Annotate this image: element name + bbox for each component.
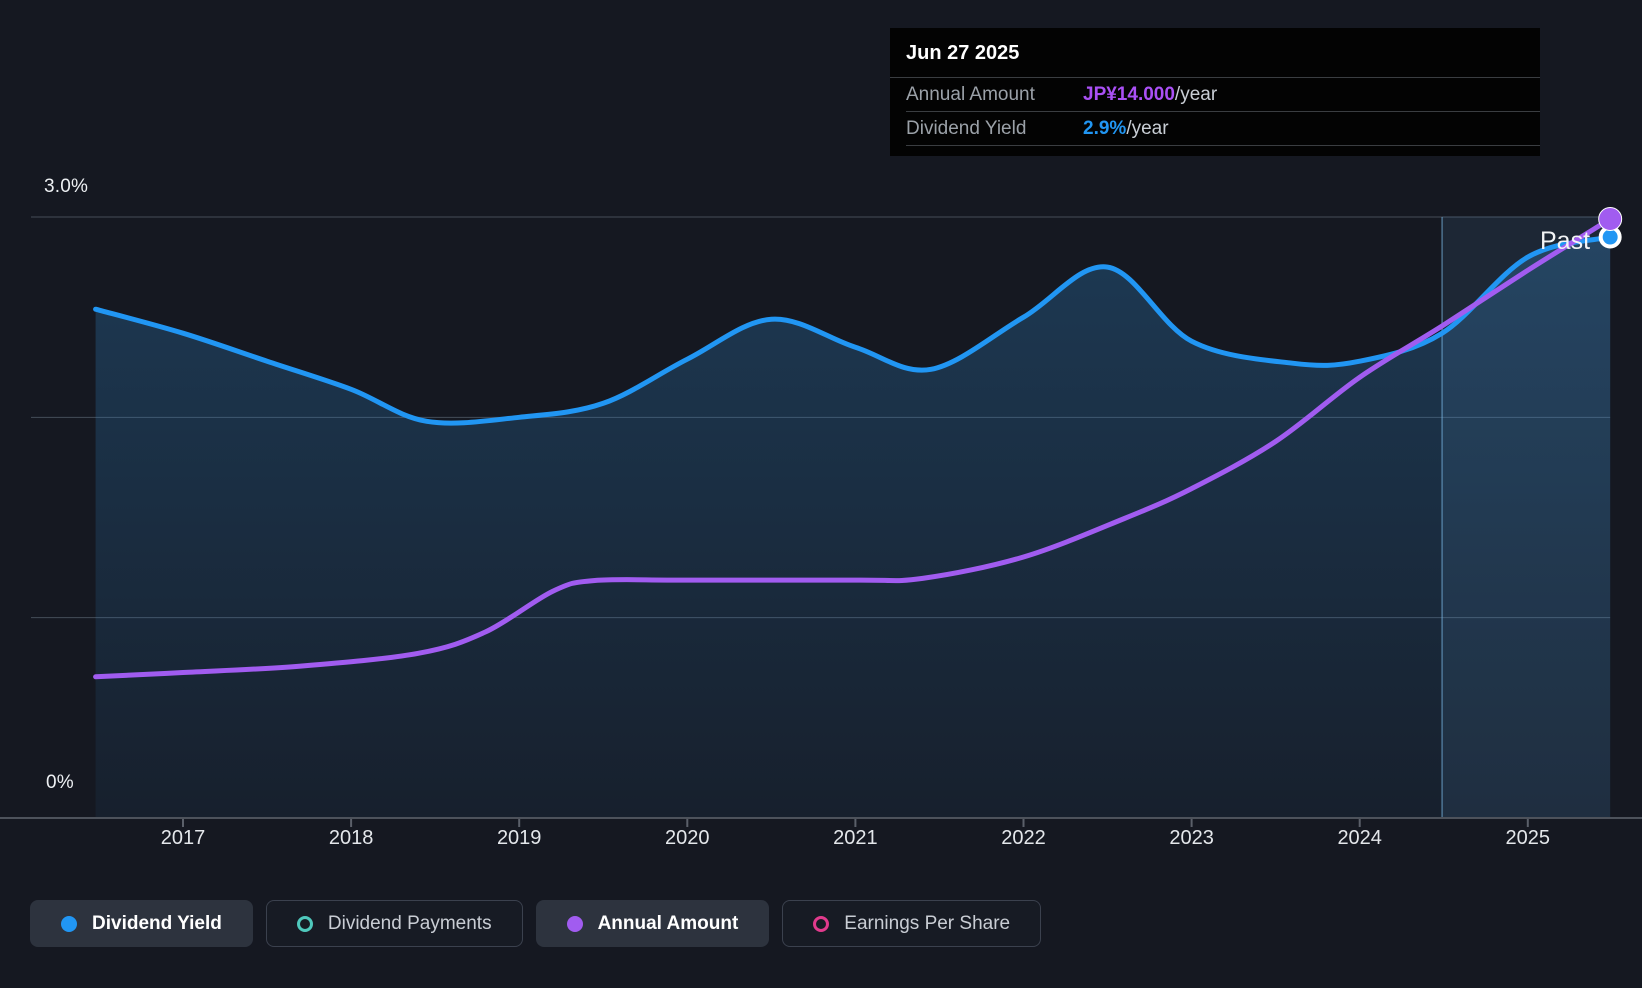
x-axis-label-2025: 2025	[1505, 827, 1551, 849]
x-axis-label-2021: 2021	[833, 827, 878, 849]
chart-legend: Dividend Yield Dividend Payments Annual Am…	[30, 900, 1042, 947]
x-axis-ticks	[182, 819, 1529, 827]
legend-label: Dividend Yield	[92, 912, 222, 934]
x-axis-label-2018: 2018	[328, 827, 374, 849]
legend-item-earnings-per-share[interactable]: Earnings Per Share	[782, 900, 1042, 947]
earnings-per-share-marker-ring-icon	[813, 915, 830, 932]
tooltip-row-label: Annual Amount	[906, 83, 1035, 105]
tooltip-date: Jun 27 2025	[890, 28, 1540, 78]
x-axis-label-2020: 2020	[665, 827, 710, 849]
legend-label: Earnings Per Share	[844, 912, 1011, 934]
tooltip-row-value: 2.9%	[1083, 117, 1127, 139]
tooltip-rows: Annual Amount JP¥14.000/year Dividend Yiel…	[890, 78, 1540, 146]
dividend-yield-marker-dot-icon	[61, 915, 77, 932]
y-axis-label-top: 3.0%	[44, 176, 89, 197]
annual-amount-endpoint-marker	[1598, 207, 1623, 231]
tooltip-row-label: Dividend Yield	[906, 117, 1027, 139]
dividend-payments-marker-ring-icon	[296, 915, 313, 932]
past-year-highlight-band	[1442, 216, 1611, 818]
chart-tooltip: Jun 27 2025 Annual Amount JP¥14.000/year D…	[890, 28, 1540, 156]
legend-item-annual-amount[interactable]: Annual Amount	[535, 900, 770, 947]
tooltip-row-value: JP¥14.000	[1083, 83, 1175, 105]
x-axis-label-2017: 2017	[160, 827, 206, 849]
annual-amount-marker-dot-icon	[566, 915, 583, 932]
tooltip-row-annual-amount: Annual Amount JP¥14.000/year	[906, 78, 1540, 112]
y-axis-label-bottom: 0%	[46, 772, 74, 793]
dividend-yield-area	[95, 237, 1611, 818]
x-axis-label-2019: 2019	[496, 827, 542, 849]
annual-amount-line	[93, 216, 1613, 680]
past-label: Past	[1540, 227, 1591, 255]
tooltip-row-suffix: /year	[1126, 117, 1169, 139]
tooltip-row-dividend-yield: Dividend Yield 2.9%/year	[906, 112, 1540, 146]
dividend-yield-line	[93, 234, 1613, 426]
x-axis-label-2024: 2024	[1337, 827, 1382, 849]
legend-label: Dividend Payments	[327, 912, 492, 934]
legend-label: Annual Amount	[597, 912, 739, 934]
legend-item-dividend-yield[interactable]: Dividend Yield	[30, 900, 253, 947]
tooltip-row-suffix: /year	[1174, 83, 1218, 105]
legend-item-dividend-payments[interactable]: Dividend Payments	[265, 900, 523, 947]
x-axis-label-2022: 2022	[1001, 827, 1046, 849]
x-axis-label-2023: 2023	[1169, 827, 1214, 849]
